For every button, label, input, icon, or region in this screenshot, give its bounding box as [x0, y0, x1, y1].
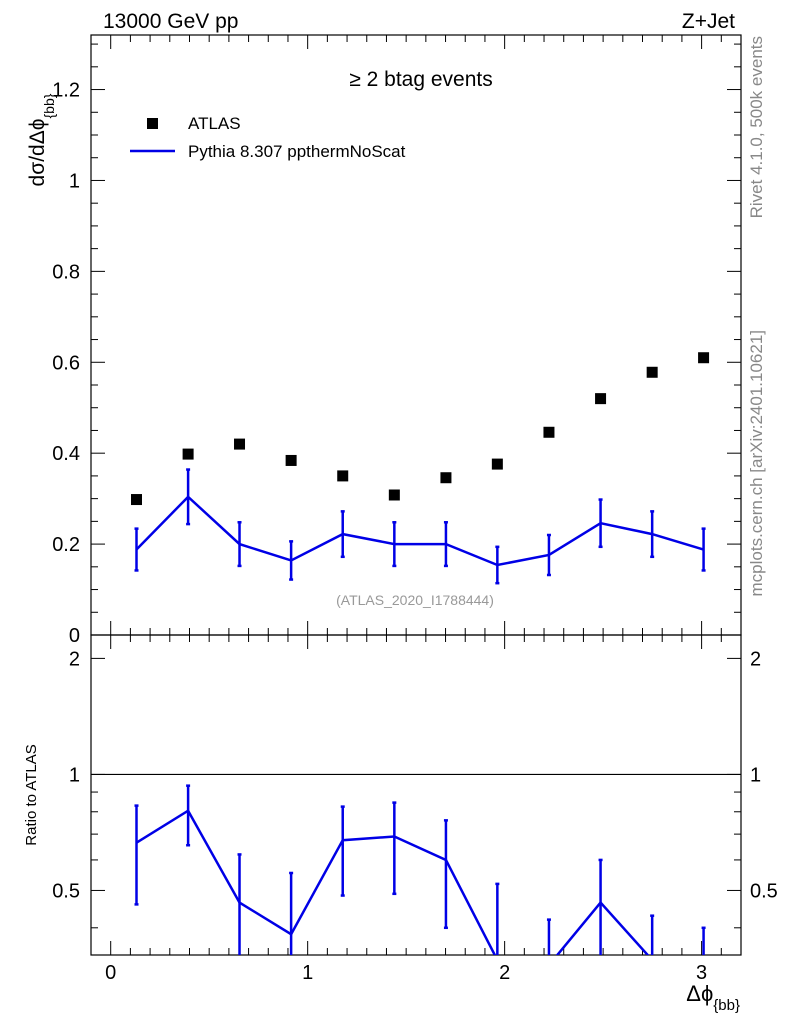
y-tick-label: 1.2 [52, 80, 80, 102]
atlas-point [337, 470, 349, 482]
x-axis-title-text: Δϕ [686, 981, 713, 1006]
y-axis-title-main-text: dσ/dΔϕ [26, 118, 49, 186]
ratio-frame [90, 634, 742, 956]
header-left: 13000 GeV pp [103, 10, 238, 33]
atlas-point [646, 366, 658, 378]
x-tick-label: 1 [302, 962, 313, 984]
y-axis-title-main-sub: {bb} [41, 93, 57, 118]
x-axis-title-sub: {bb} [713, 997, 740, 1014]
y-tick-label: 0 [69, 625, 80, 647]
atlas-point [698, 352, 710, 364]
ratio-y-tick-label: 1 [69, 764, 80, 786]
atlas-point [234, 438, 246, 450]
atlas-point [131, 494, 142, 506]
ratio-y-tick-label-right: 1 [750, 764, 761, 786]
legend-mc-label: Pythia 8.307 ppthermNoScat [188, 142, 406, 161]
mcplots-label: mcplots.cern.ch [arXiv:2401.10621] [747, 330, 766, 596]
legend-atlas-marker [147, 118, 158, 129]
y-axis-title-ratio: Ratio to ATLAS [23, 744, 40, 845]
x-axis-title: Δϕ{bb} [686, 981, 740, 1014]
main-series [131, 352, 710, 585]
y-tick-label: 0.2 [52, 534, 80, 556]
y-tick-label: 0.4 [52, 443, 80, 465]
x-tick-label: 3 [696, 962, 707, 984]
axis-ticks [91, 35, 742, 955]
header-right: Z+Jet [682, 10, 735, 33]
ratio-series [91, 773, 741, 955]
legend: ATLAS Pythia 8.307 ppthermNoScat [130, 114, 406, 161]
y-tick-label: 1 [69, 170, 80, 192]
legend-atlas-label: ATLAS [188, 114, 241, 133]
atlas-point [440, 472, 452, 484]
mc-line [135, 495, 704, 567]
atlas-point [543, 426, 555, 438]
x-tick-label: 0 [105, 962, 116, 984]
ratio-line [135, 808, 650, 955]
ratio-y-tick-label-right: 2 [750, 648, 761, 670]
ratio-y-tick-label: 0.5 [52, 880, 80, 902]
y-tick-label: 0.8 [52, 261, 80, 283]
atlas-point [491, 458, 503, 470]
atlas-point [182, 448, 194, 460]
plot-title: ≥ 2 btag events [349, 68, 492, 91]
atlas-point [388, 489, 400, 501]
y-tick-label: 0.6 [52, 352, 80, 374]
x-tick-label: 2 [499, 962, 510, 984]
watermark: (ATLAS_2020_I1788444) [336, 592, 494, 608]
rivet-label: Rivet 4.1.0, 500k events [747, 36, 766, 218]
ratio-y-tick-label: 2 [69, 648, 80, 670]
atlas-point [595, 393, 607, 405]
atlas-point [285, 454, 297, 466]
tick-labels: 0 1 2 3 0 0.2 0.4 0.6 0.8 1 1.2 0.5 0.5 1 1 2 2 [52, 80, 778, 984]
ratio-y-tick-label-right: 0.5 [750, 880, 778, 902]
y-axis-title-main: dσ/dΔϕ{bb} [26, 93, 57, 186]
